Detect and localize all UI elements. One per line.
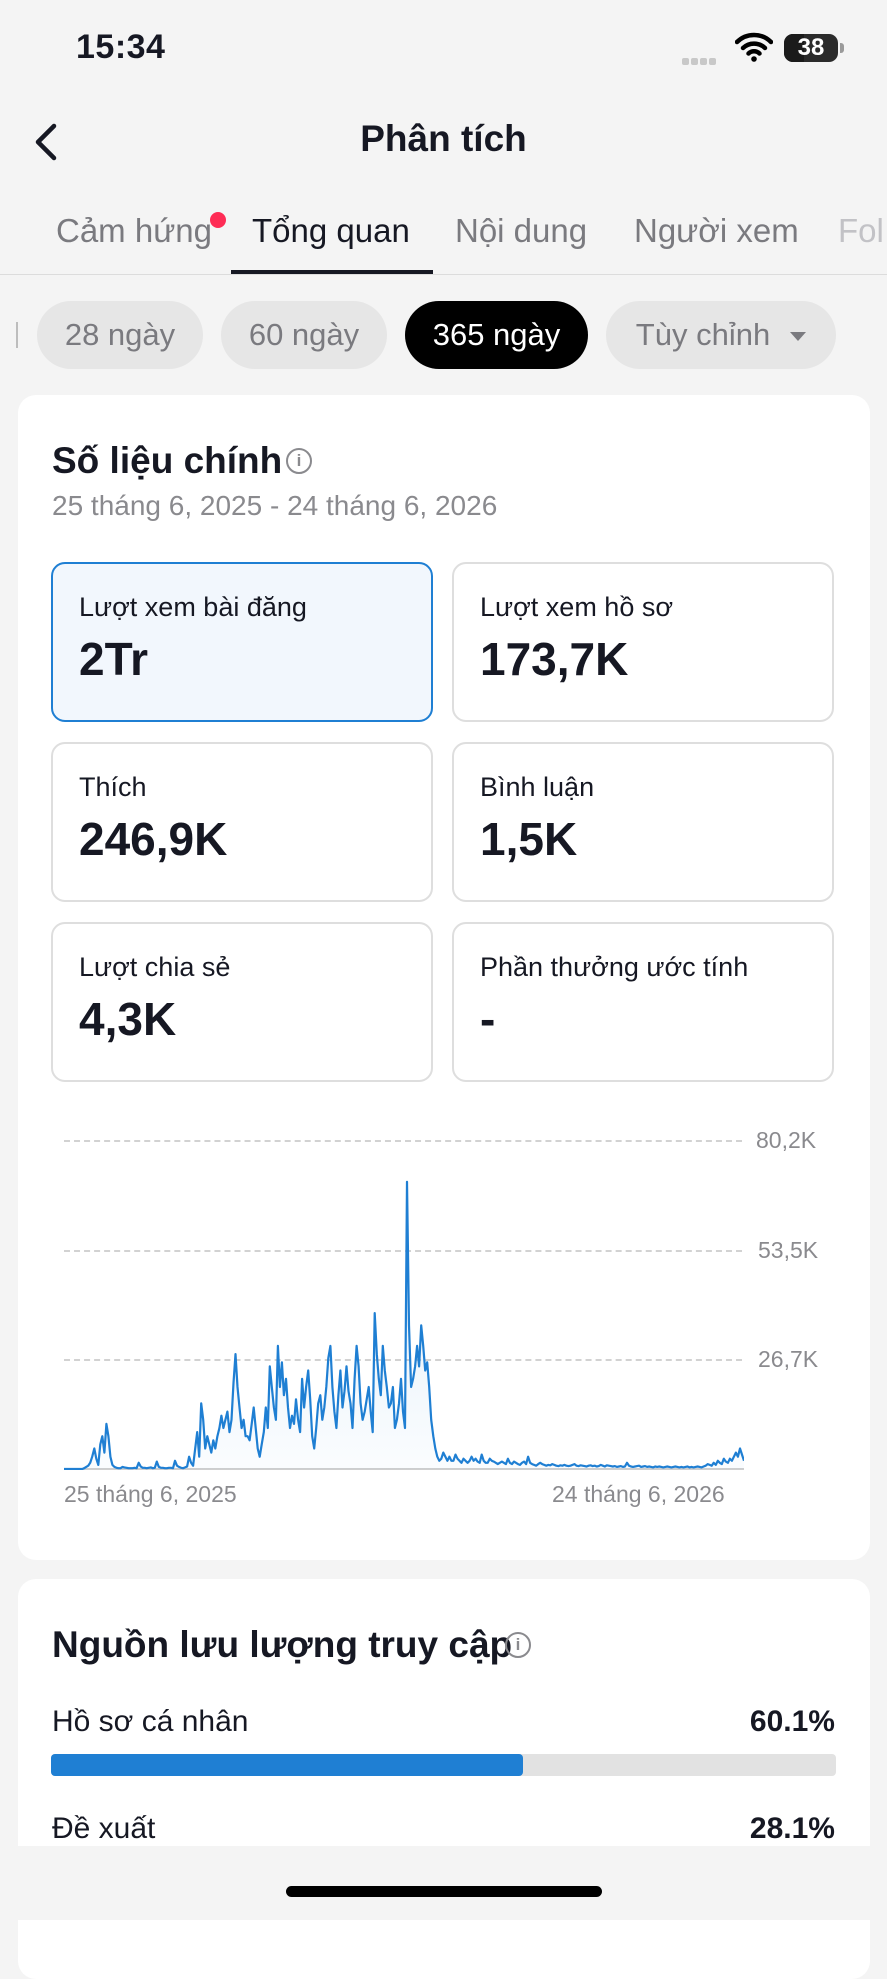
info-icon[interactable]: i [505,1632,531,1658]
chevron-left-icon [35,123,57,161]
battery-icon: 38 [784,34,838,62]
metric-post-views[interactable]: Lượt xem bài đăng 2Tr [51,562,433,722]
wifi-icon [734,32,774,67]
y-tick-label: 80,2K [756,1127,817,1153]
metric-comments[interactable]: Bình luận 1,5K [452,742,834,902]
metric-value: 4,3K [79,993,177,1045]
traffic-bar-fill [51,1754,523,1776]
metric-label: Lượt xem bài đăng [79,592,307,622]
custom-period-label: Tùy chỉnh [635,317,771,352]
metric-label: Lượt chia sẻ [79,952,231,982]
info-icon[interactable]: i [286,448,312,474]
metric-shares[interactable]: Lượt chia sẻ 4,3K [51,922,433,1082]
metric-profile-views[interactable]: Lượt xem hồ sơ 173,7K [452,562,834,722]
tab-followers[interactable]: Fol [838,212,884,249]
custom-period-dropdown[interactable]: Tùy chỉnh [606,301,836,369]
date-range: 25 tháng 6, 2025 - 24 tháng 6, 2026 [52,490,498,521]
metric-value: 2Tr [79,633,149,685]
battery-nub [840,43,844,53]
traffic-source-value: 60.1% [749,1705,835,1738]
metric-value: 173,7K [480,633,629,685]
metric-label: Bình luận [480,772,595,802]
cellular-signal-icon [682,52,718,70]
traffic-sources-title: Nguồn lưu lượng truy cập [52,1624,513,1665]
traffic-source-label: Đề xuất [52,1812,156,1845]
tab-viewers[interactable]: Người xem [634,212,799,249]
tab-inspiration[interactable]: Cảm hứng [56,212,212,249]
y-tick-label: 53,5K [758,1237,819,1263]
gridline [64,1359,742,1361]
tab-overview[interactable]: Tổng quan [252,212,410,249]
views-chart[interactable] [64,1120,744,1470]
metric-label: Phần thưởng ước tính [480,952,749,982]
bottom-safe-area [0,1846,887,1920]
x-end-label: 24 tháng 6, 2026 [552,1481,725,1507]
metric-estimated-rewards[interactable]: Phần thưởng ước tính - [452,922,834,1082]
metric-value: 246,9K [79,813,228,865]
metric-likes[interactable]: Thích 246,9K [51,742,433,902]
period-365-days-chip[interactable]: 365 ngày [405,301,588,369]
y-tick-label: 26,7K [758,1346,819,1372]
metric-label: Lượt xem hồ sơ [480,592,674,622]
series-line [64,1180,744,1470]
tab-divider [0,274,887,275]
gridline [64,1140,742,1142]
page-title: Phân tích [360,118,527,159]
chip-scroll-edge [16,322,18,348]
home-indicator[interactable] [286,1886,602,1897]
metric-value: - [480,993,496,1045]
series-area [64,1181,744,1469]
status-time: 15:34 [76,28,166,66]
metric-value: 1,5K [480,813,578,865]
active-tab-indicator [231,270,433,274]
metric-label: Thích [79,772,147,802]
tab-content[interactable]: Nội dung [455,212,588,249]
traffic-source-value: 28.1% [749,1812,835,1845]
traffic-source-label: Hồ sơ cá nhân [52,1705,249,1738]
battery-level: 38 [797,34,825,61]
gridline [64,1250,742,1252]
caret-down-icon [790,332,807,342]
back-button[interactable] [28,118,68,166]
x-start-label: 25 tháng 6, 2025 [64,1481,237,1507]
period-28-days-chip[interactable]: 28 ngày [37,301,203,369]
key-metrics-title: Số liệu chính [52,440,283,481]
period-60-days-chip[interactable]: 60 ngày [221,301,387,369]
notification-dot [210,212,226,228]
